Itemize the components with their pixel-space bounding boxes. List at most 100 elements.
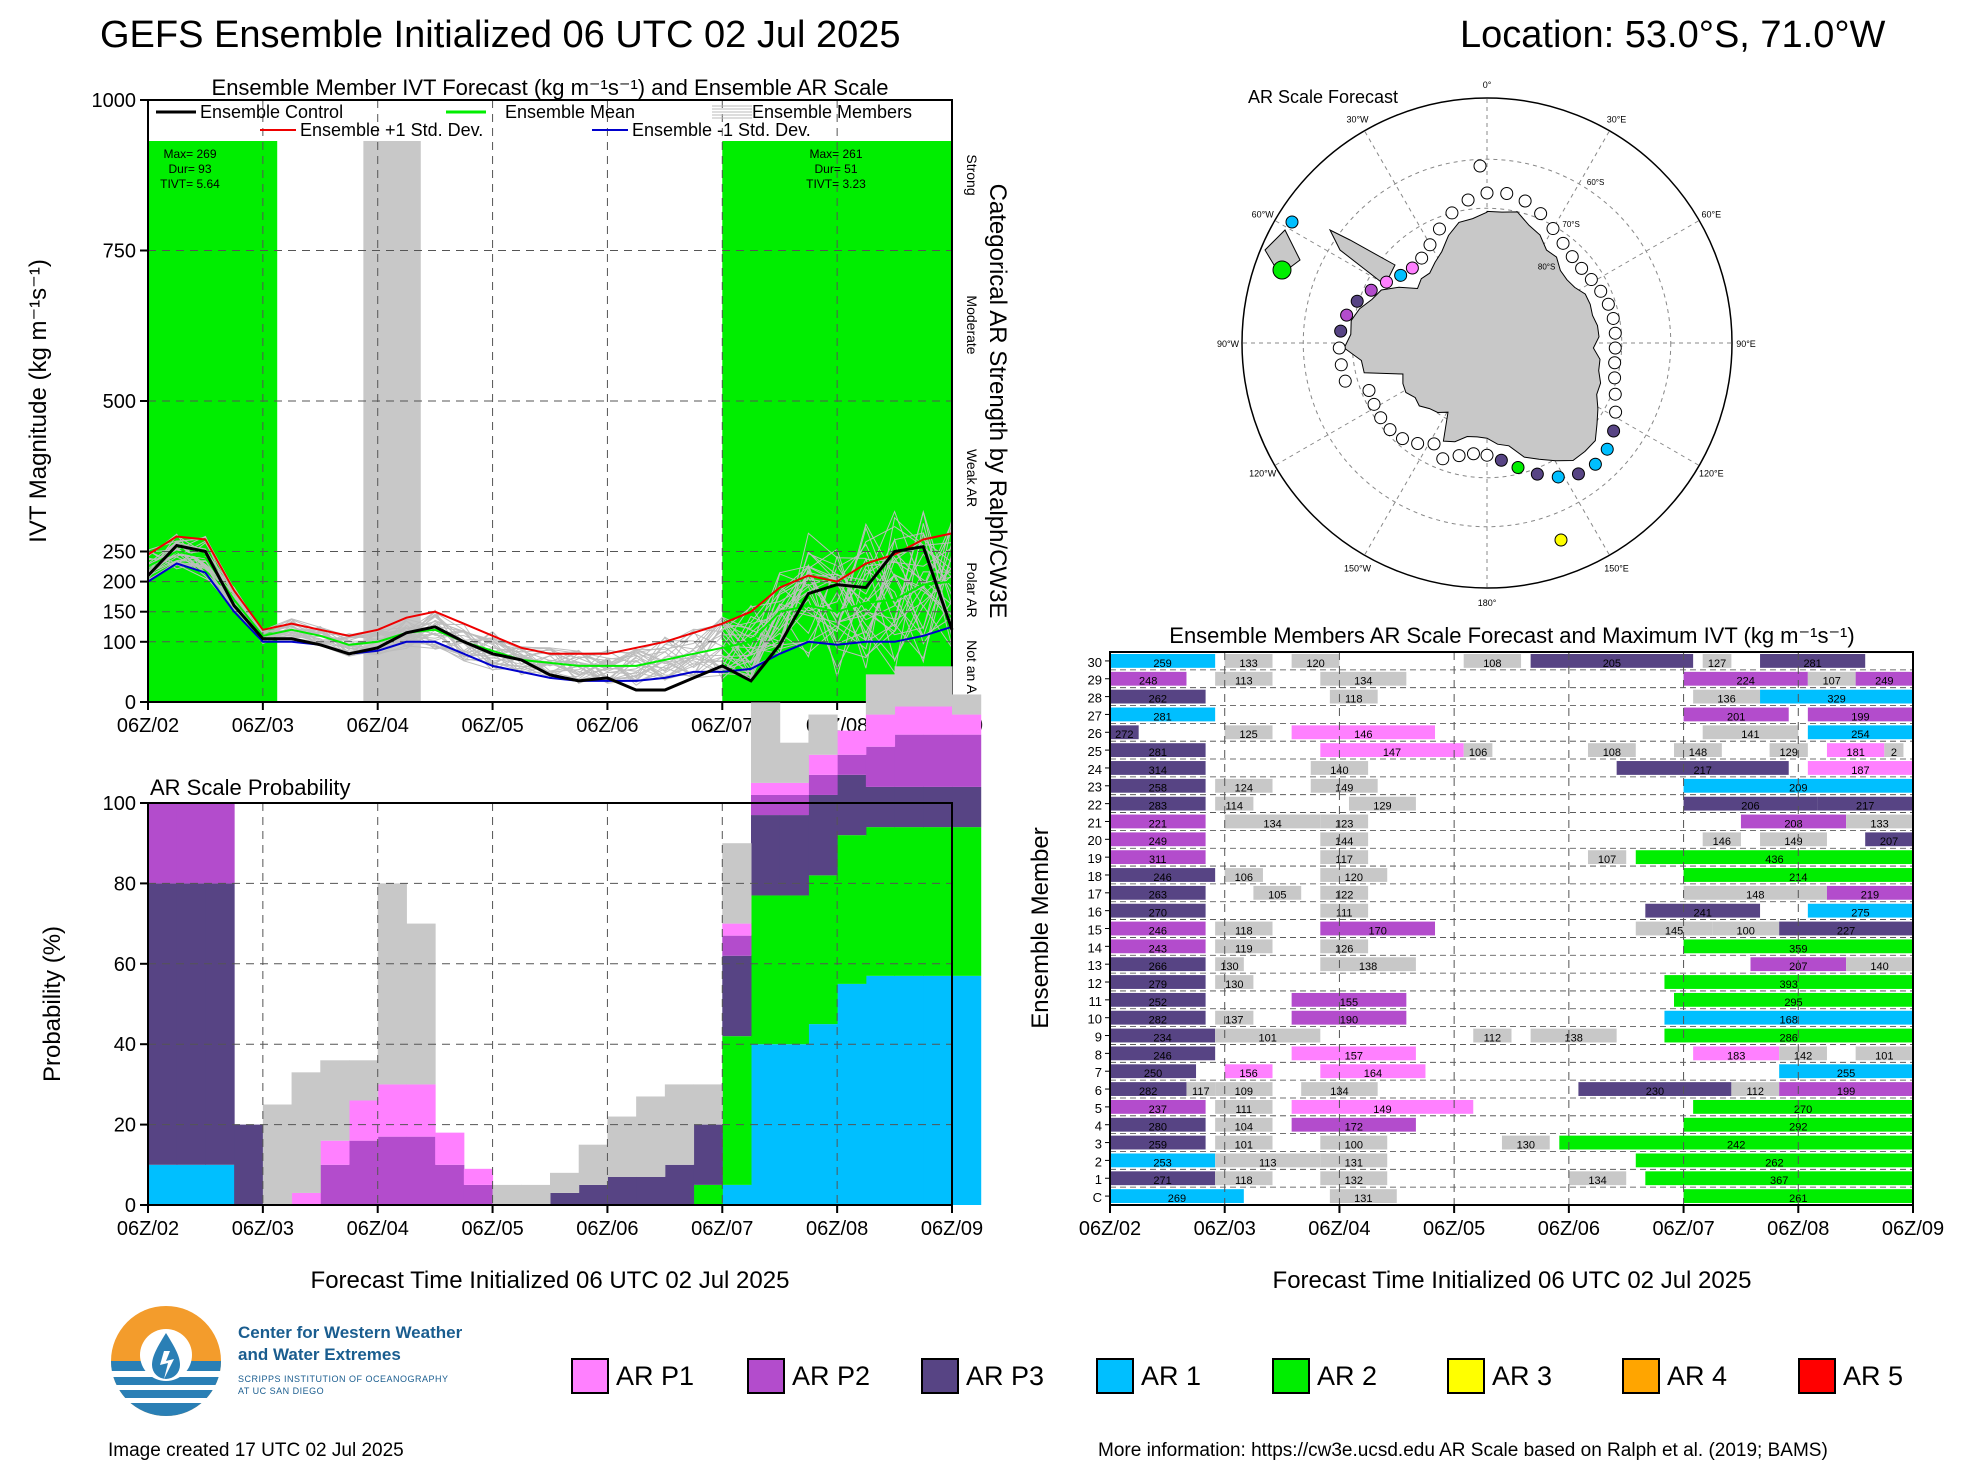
coastal-ar-dot [1600,442,1614,456]
member-max-ivt: 241 [1694,908,1712,920]
prob-bar-other [262,1104,293,1205]
member-max-ivt: 141 [1741,729,1759,741]
member-row-label: 4 [1095,1119,1102,1134]
member-max-ivt: 246 [1149,925,1167,937]
prob-bar-other [578,1144,608,1185]
coastal-ar-dot [1551,470,1565,484]
member-segment-ar-p3 [1110,903,1206,918]
member-segment-gray [1463,743,1493,758]
prob-bar-ar-p3 [578,1184,608,1205]
member-max-ivt: 249 [1875,676,1893,688]
coastal-ar-dot [1415,251,1429,265]
member-segment-ar-p2 [1291,1010,1407,1025]
prob-bar-ar-p1 [923,706,953,735]
member-max-ivt: 281 [1149,747,1167,759]
member-max-ivt: 123 [1335,818,1353,830]
member-max-ivt: 367 [1770,1175,1788,1187]
coastal-ar-dot [1494,453,1508,467]
member-max-ivt: 254 [1851,729,1869,741]
member-row-label: 3 [1095,1136,1102,1151]
event1-tivt: TIVT= 5.64 [160,177,220,191]
member-max-ivt: 209 [1789,783,1807,795]
member-row-label: 29 [1088,673,1102,688]
prob-bar-other [779,742,809,783]
member-segment-gray [1224,725,1273,740]
member-segment-ar-p2 [1320,921,1436,936]
member-row-label: 14 [1088,940,1102,955]
prob-xtick-label: 06Z/09 [921,1218,983,1240]
prob-bar-ar-1 [865,975,896,1205]
prob-bar-ar-p2 [952,734,982,787]
member-row-label: 7 [1095,1065,1102,1080]
member-segment-gray [1683,885,1827,900]
member-segment-ar-p3 [1110,1135,1206,1150]
prob-bar-ar-p3 [636,1176,666,1205]
member-segment-ar-p2 [1110,1099,1206,1114]
member-segment-ar-p2 [1110,671,1187,686]
member-row-label: 27 [1088,708,1102,723]
member-segment-ar-p3 [1110,1046,1216,1061]
coastal-ar-dot [1383,423,1397,437]
member-segment-gray [1712,921,1780,936]
member-max-ivt: 138 [1564,1032,1582,1044]
member-max-ivt: 259 [1149,1139,1167,1151]
member-max-ivt: 106 [1469,747,1487,759]
member-segment-ar-1 [1110,707,1216,722]
member-segment-ar-p3 [1110,796,1206,811]
member-max-ivt: 130 [1517,1139,1535,1151]
prob-bar-ar-2 [837,835,867,984]
coastal-ar-dot [1530,467,1544,481]
member-max-ivt: 248 [1139,676,1157,688]
member-segment-gray [1320,885,1369,900]
prob-bar-ar-p2 [463,1184,494,1205]
legend-label-ar-p3: AR P3 [966,1361,1045,1391]
coastal-ar-dot [1436,452,1450,466]
member-segment-gray [1568,1171,1627,1186]
coastal-ar-dot [1473,159,1487,173]
member-max-ivt: 107 [1823,676,1841,688]
member-max-ivt: 148 [1746,890,1764,902]
member-segment-ar-p3 [1110,885,1206,900]
prob-frame [147,802,953,1206]
ivt-ytick-label: 750 [103,241,136,263]
ivt-ytick-label: 100 [103,632,136,654]
members-xtick-label: 06Z/03 [1194,1218,1256,1240]
prob-bar-ar-p3 [779,815,809,896]
member-max-ivt: 118 [1345,694,1363,706]
prob-bar-ar-p1 [865,714,896,747]
member-segment-gray [1215,1082,1273,1096]
members-xtick-label: 06Z/07 [1652,1218,1714,1240]
prob-bar-other [894,666,924,707]
member-segment-ar-p2 [1779,1082,1913,1096]
member-max-ivt: 111 [1235,1104,1252,1116]
category-label: Not an AR [964,640,980,704]
member-segment-gray [1320,868,1388,882]
member-max-ivt: 145 [1665,925,1683,937]
member-segment-gray [1320,903,1369,918]
member-max-ivt: 230 [1646,1086,1664,1098]
map-title: AR Scale Forecast [1248,87,1398,107]
member-segment-ar-p1 [1291,1046,1416,1061]
prob-bar-ar-2 [923,827,953,976]
prob-bar-ar-1 [894,975,924,1205]
map-lat-circle [1302,158,1672,528]
member-segment-ar-p2 [1110,939,1206,954]
member-segment-gray [1587,743,1636,758]
member-max-ivt: 108 [1603,747,1621,759]
location-title: Location: 53.0°S, 71.0°W [1460,14,1886,56]
member-max-ivt: 134 [1588,1175,1606,1187]
coastal-ar-dot [1606,311,1620,325]
member-max-ivt: 131 [1345,1157,1363,1169]
member-segment-gray [1186,1082,1216,1096]
member-segment-ar-p3 [1110,1010,1206,1025]
member-row-label: 19 [1088,851,1102,866]
ivt-right-label: Categorical AR Strength by Ralph/CW3E [984,184,1011,619]
member-segment-gray [1463,654,1522,668]
member-segment-ar-p1 [1291,725,1436,740]
prob-xtick-label: 06Z/07 [691,1218,753,1240]
member-max-ivt: 100 [1345,1139,1363,1151]
member-segment-ar-p2 [1110,921,1206,936]
member-segment-gray [1320,850,1369,865]
member-max-ivt: 237 [1149,1104,1167,1116]
coastal-ar-dot [1608,326,1622,340]
